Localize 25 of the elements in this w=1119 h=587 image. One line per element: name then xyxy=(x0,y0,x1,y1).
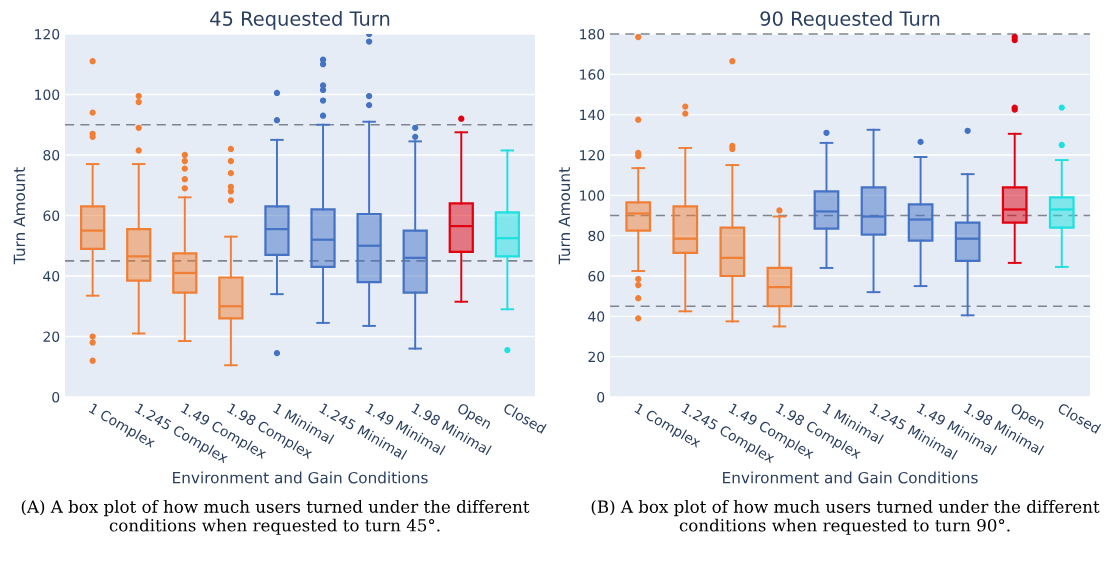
y-tick-label: 180 xyxy=(580,28,605,40)
y-tick-label: 120 xyxy=(35,28,60,40)
y-tick-label: 60 xyxy=(588,270,605,282)
y-axis-title: Turn Amount xyxy=(13,167,26,265)
y-tick-label: 120 xyxy=(580,149,605,161)
y-tick-label: 100 xyxy=(35,89,60,100)
y-tick-label: 80 xyxy=(588,230,605,242)
chart-title: 90 Requested Turn xyxy=(760,10,940,30)
x-axis-title: Environment and Gain Conditions xyxy=(723,471,978,484)
text: (B) A box plot of how much users turned under the different conditions when requested to turn 90°. xyxy=(591,500,1100,535)
y-tick-label: 20 xyxy=(43,331,60,342)
y-tick-label: 100 xyxy=(580,190,605,201)
y-tick-label: 40 xyxy=(588,311,605,322)
x-axis-title: Environment and Gain Conditions xyxy=(173,471,428,484)
y-tick-label: 140 xyxy=(580,109,605,121)
y-tick-label: 160 xyxy=(580,69,605,80)
y-tick-label: 20 xyxy=(588,351,605,363)
y-tick-label: 80 xyxy=(43,149,60,161)
text: (A) A box plot of how much users turned under the different conditions when requested to turn 45°. xyxy=(21,500,530,535)
y-tick-label: 0 xyxy=(597,391,605,403)
y-tick-label: 40 xyxy=(43,270,60,282)
y-tick-label: 60 xyxy=(43,210,60,221)
chart-title: 45 Requested Turn xyxy=(210,10,390,30)
y-axis-title: Turn Amount xyxy=(558,167,571,265)
y-tick-label: 0 xyxy=(52,391,60,403)
